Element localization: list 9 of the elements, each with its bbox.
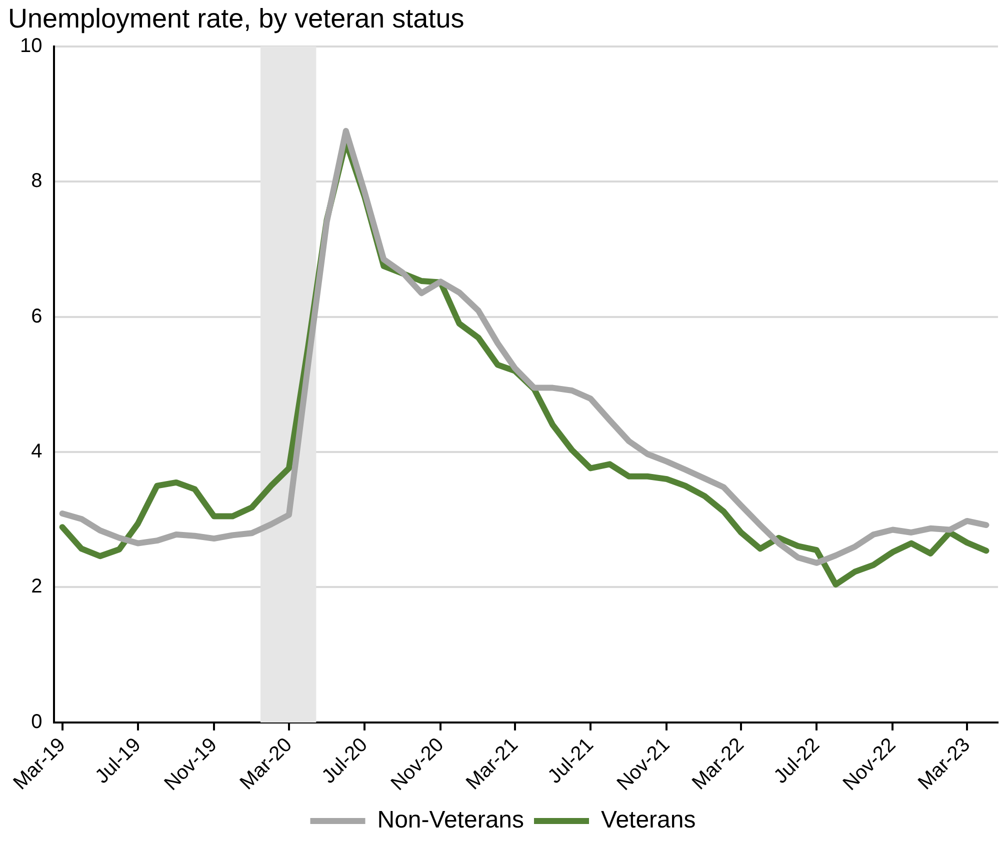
chart-title: Unemployment rate, by veteran status: [8, 4, 464, 34]
y-tick-label: 4: [31, 440, 42, 463]
y-tick-label: 0: [31, 710, 42, 733]
legend-label: Non-Veterans: [377, 806, 524, 834]
y-tick-label: 6: [31, 305, 42, 328]
y-tick-label: 8: [31, 170, 42, 192]
legend-label: Veterans: [601, 806, 696, 834]
y-tick-label: 2: [31, 576, 42, 598]
y-tick-label: 10: [20, 34, 42, 57]
